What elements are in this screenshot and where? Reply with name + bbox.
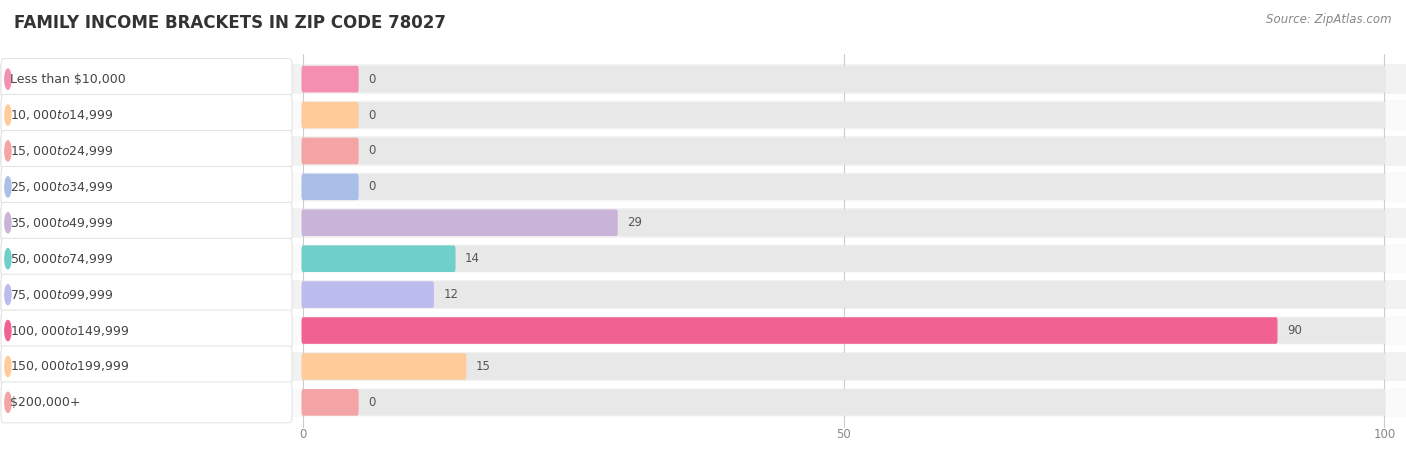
Text: 0: 0 <box>368 144 375 158</box>
FancyBboxPatch shape <box>1 94 292 135</box>
FancyBboxPatch shape <box>301 317 1278 344</box>
FancyBboxPatch shape <box>301 281 434 308</box>
Bar <box>0 208 1406 238</box>
Circle shape <box>4 177 11 197</box>
FancyBboxPatch shape <box>301 66 1386 92</box>
FancyBboxPatch shape <box>301 245 456 272</box>
FancyBboxPatch shape <box>301 317 1386 344</box>
FancyBboxPatch shape <box>1 346 292 387</box>
FancyBboxPatch shape <box>1 274 292 315</box>
FancyBboxPatch shape <box>301 281 1386 308</box>
FancyBboxPatch shape <box>301 210 617 236</box>
FancyBboxPatch shape <box>301 389 359 416</box>
FancyBboxPatch shape <box>301 174 1386 200</box>
Text: FAMILY INCOME BRACKETS IN ZIP CODE 78027: FAMILY INCOME BRACKETS IN ZIP CODE 78027 <box>14 14 446 32</box>
Circle shape <box>4 105 11 125</box>
Text: $100,000 to $149,999: $100,000 to $149,999 <box>10 324 129 338</box>
Text: 0: 0 <box>368 108 375 122</box>
FancyBboxPatch shape <box>1 166 292 207</box>
Circle shape <box>4 141 11 161</box>
Bar <box>0 316 1406 345</box>
FancyBboxPatch shape <box>301 210 1386 236</box>
Text: $150,000 to $199,999: $150,000 to $199,999 <box>10 360 129 374</box>
Text: 0: 0 <box>368 72 375 86</box>
Circle shape <box>4 248 11 269</box>
Text: 100: 100 <box>1374 428 1396 441</box>
Text: 29: 29 <box>627 216 643 230</box>
Circle shape <box>4 69 11 89</box>
Text: 0: 0 <box>299 428 307 441</box>
FancyBboxPatch shape <box>301 138 1386 164</box>
Text: 0: 0 <box>368 180 375 194</box>
Text: $35,000 to $49,999: $35,000 to $49,999 <box>10 216 114 230</box>
Text: $50,000 to $74,999: $50,000 to $74,999 <box>10 252 114 266</box>
Bar <box>0 280 1406 309</box>
Text: $200,000+: $200,000+ <box>10 396 82 409</box>
FancyBboxPatch shape <box>1 58 292 99</box>
Text: $75,000 to $99,999: $75,000 to $99,999 <box>10 288 114 302</box>
FancyBboxPatch shape <box>301 66 359 92</box>
Bar <box>0 387 1406 417</box>
Text: 14: 14 <box>465 252 479 265</box>
Text: 90: 90 <box>1286 324 1302 337</box>
Bar <box>0 64 1406 94</box>
Bar <box>0 244 1406 274</box>
Circle shape <box>4 320 11 341</box>
FancyBboxPatch shape <box>1 202 292 243</box>
FancyBboxPatch shape <box>301 102 1386 128</box>
Text: Source: ZipAtlas.com: Source: ZipAtlas.com <box>1267 14 1392 27</box>
Bar <box>0 100 1406 130</box>
Text: $15,000 to $24,999: $15,000 to $24,999 <box>10 144 114 158</box>
FancyBboxPatch shape <box>1 310 292 351</box>
Text: 0: 0 <box>368 396 375 409</box>
Text: 12: 12 <box>443 288 458 301</box>
FancyBboxPatch shape <box>301 245 1386 272</box>
FancyBboxPatch shape <box>301 138 359 164</box>
Text: 15: 15 <box>475 360 491 373</box>
Circle shape <box>4 213 11 233</box>
Text: $25,000 to $34,999: $25,000 to $34,999 <box>10 180 114 194</box>
FancyBboxPatch shape <box>1 130 292 171</box>
FancyBboxPatch shape <box>301 174 359 200</box>
FancyBboxPatch shape <box>301 389 1386 416</box>
Circle shape <box>4 356 11 377</box>
FancyBboxPatch shape <box>301 102 359 128</box>
FancyBboxPatch shape <box>301 353 467 380</box>
Circle shape <box>4 392 11 413</box>
Circle shape <box>4 284 11 305</box>
Bar <box>0 136 1406 166</box>
Text: 50: 50 <box>837 428 851 441</box>
FancyBboxPatch shape <box>301 353 1386 380</box>
FancyBboxPatch shape <box>1 382 292 423</box>
Bar <box>0 172 1406 202</box>
Text: $10,000 to $14,999: $10,000 to $14,999 <box>10 108 114 122</box>
Text: Less than $10,000: Less than $10,000 <box>10 72 127 86</box>
FancyBboxPatch shape <box>1 238 292 279</box>
Bar <box>0 352 1406 381</box>
